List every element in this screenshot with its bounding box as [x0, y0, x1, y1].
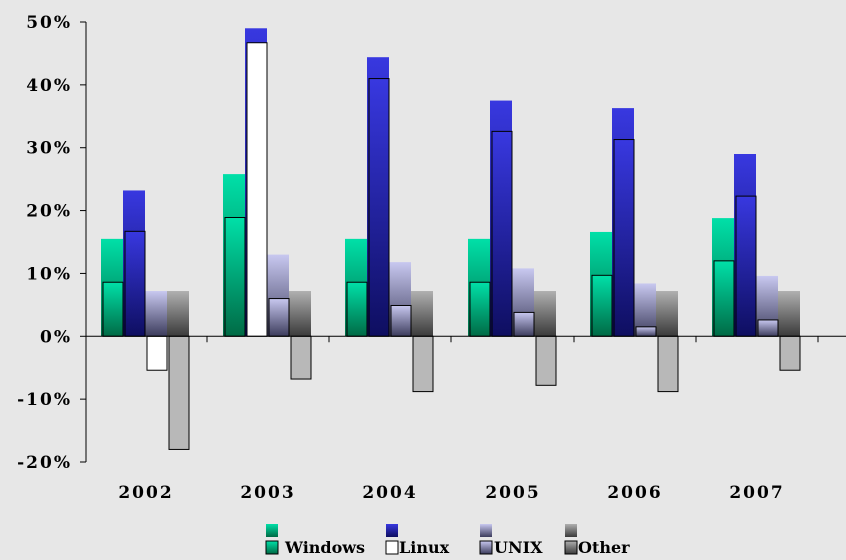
y-tick-label: 30% [26, 139, 72, 159]
x-tick-label: 2004 [362, 483, 417, 503]
bar-other-2006 [656, 291, 678, 337]
x-tick-label: 2003 [240, 483, 295, 503]
bar-overlay-linux-2007 [735, 195, 757, 337]
bar-overlay-unix-2004 [390, 304, 412, 337]
y-tick-label: 0% [40, 327, 72, 347]
y-tick-label: 20% [26, 202, 72, 222]
bar-overlay-linux-2003 [246, 42, 268, 337]
legend-label: Linux [399, 538, 450, 557]
legend: Windows Linux UNIX Other [265, 524, 630, 557]
bar-other-2004 [411, 291, 433, 337]
legend-item-unix: UNIX [479, 524, 543, 557]
legend-item-windows: Windows [265, 524, 365, 557]
bar-overlay-unix-2002 [146, 335, 168, 371]
x-tick-label: 2007 [729, 483, 784, 503]
bar-overlay-windows-2002 [102, 281, 124, 337]
bar-overlay-linux-2005 [491, 130, 513, 337]
bar-overlay-windows-2003 [224, 216, 246, 337]
bar-unix-2006 [634, 283, 656, 337]
legend-swatch-top [266, 524, 278, 537]
y-tick-label: 40% [26, 76, 72, 96]
y-tick-label: 50% [26, 13, 72, 33]
bars-layer-front [102, 42, 801, 450]
bar-overlay-windows-2006 [591, 274, 613, 337]
legend-item-linux: Linux [385, 524, 450, 557]
legend-swatch-top [480, 524, 492, 537]
axes-layer: 50% 40% 30% 20% 10% 0% -10% -20% 2002 2003 2004 200… [17, 13, 846, 503]
bar-overlay-unix-2003 [268, 298, 290, 337]
bar-overlay-linux-2006 [613, 139, 635, 337]
legend-label: Windows [284, 538, 365, 557]
bar-overlay-linux-2002 [124, 230, 146, 337]
bar-overlay-other-2002 [168, 335, 190, 450]
bar-overlay-linux-2004 [368, 78, 390, 337]
legend-label: Other [578, 538, 630, 557]
y-tick-label: -10% [17, 390, 72, 410]
x-tick-label: 2005 [485, 483, 540, 503]
legend-swatch-bottom [564, 540, 578, 555]
bar-unix-2002 [145, 291, 167, 337]
x-tick-label: 2002 [118, 483, 173, 503]
x-tick-label: 2006 [607, 483, 662, 503]
y-tick-label: 10% [26, 264, 72, 284]
bar-other-2003 [289, 291, 311, 337]
bar-other-2005 [534, 291, 556, 337]
bar-other-2002 [167, 291, 189, 337]
legend-swatch-bottom [385, 540, 399, 555]
bar-overlay-unix-2005 [513, 311, 535, 337]
legend-swatch-bottom [265, 540, 279, 555]
bar-overlay-other-2004 [412, 335, 434, 393]
legend-label: UNIX [494, 538, 543, 557]
y-tick-label: -20% [17, 453, 72, 473]
bar-overlay-other-2006 [657, 335, 679, 393]
bar-overlay-other-2003 [290, 335, 312, 380]
legend-item-other: Other [564, 524, 630, 557]
legend-swatch-top [565, 524, 577, 537]
bar-overlay-unix-2007 [757, 319, 779, 337]
bar-overlay-windows-2007 [713, 260, 735, 337]
bar-overlay-windows-2005 [469, 281, 491, 337]
bar-overlay-other-2007 [779, 335, 801, 371]
bar-overlay-other-2005 [535, 335, 557, 386]
legend-swatch-top [386, 524, 398, 537]
bars-layer-back [101, 28, 800, 337]
bar-other-2007 [778, 291, 800, 337]
legend-swatch-bottom [479, 540, 493, 555]
bar-overlay-windows-2004 [346, 281, 368, 337]
bar-overlay-unix-2006 [635, 326, 657, 337]
